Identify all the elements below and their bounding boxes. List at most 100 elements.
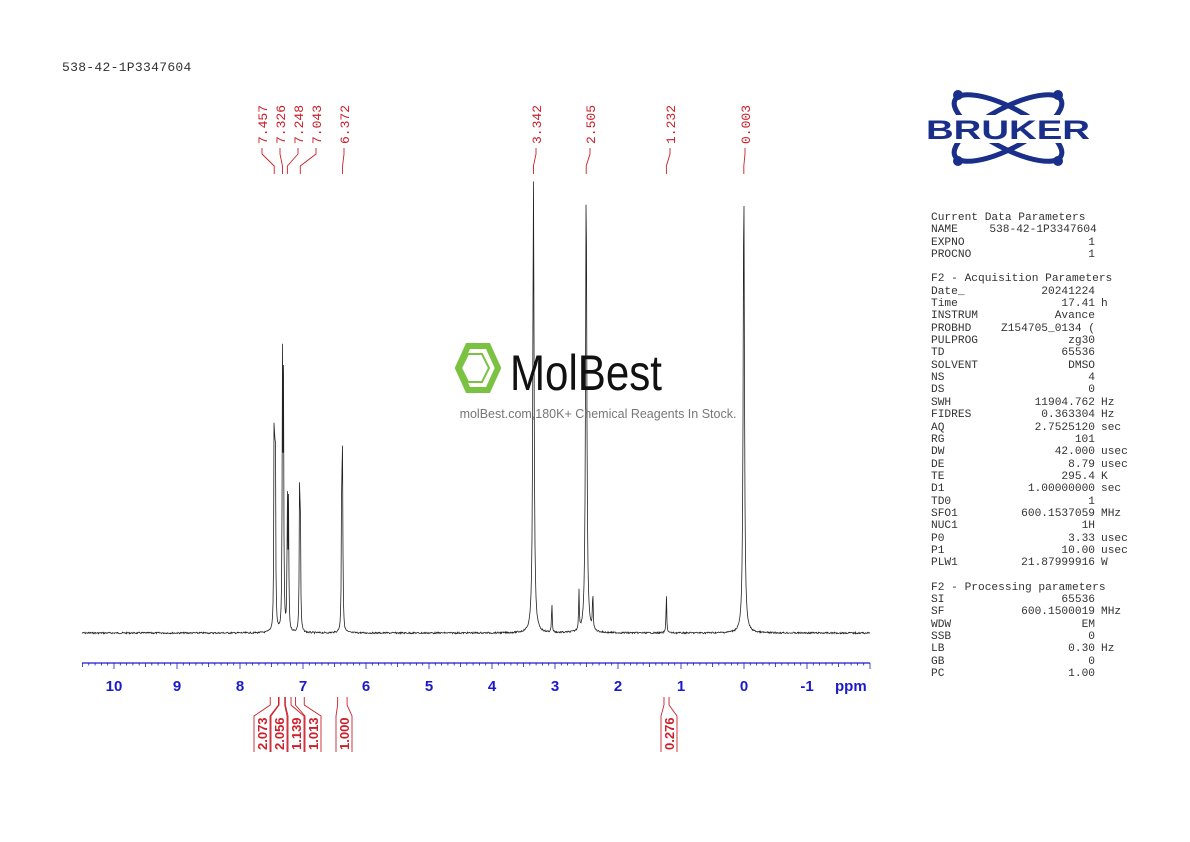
param-row: SSB 0 (931, 631, 1131, 643)
param-name: NUC1 (931, 520, 958, 533)
param-unit: Hz (1101, 396, 1115, 409)
peak-label: 7.248 (292, 105, 307, 144)
param-unit (1095, 594, 1131, 606)
param-row: DS 0 (931, 384, 1131, 396)
param-name: NAME (931, 224, 958, 237)
param-row: FIDRES 0.363304 Hz (931, 409, 1131, 421)
param-unit (1095, 619, 1131, 631)
x-tick-label: 10 (106, 678, 123, 695)
param-row: SF 600.1500019 MHz (931, 606, 1131, 618)
param-value: 0 (1088, 655, 1095, 668)
param-unit (1095, 668, 1131, 680)
param-value: 4 (1088, 372, 1095, 385)
param-value: 101 (1074, 433, 1095, 446)
param-unit: MHz (1101, 507, 1122, 520)
x-axis-label: ppm (835, 678, 867, 695)
integral-bracket (270, 697, 280, 752)
param-unit (1095, 286, 1131, 298)
param-section-header: Current Data Parameters (931, 212, 1086, 224)
param-name: PC (931, 668, 945, 681)
param-row: NUC1 1H (931, 520, 1131, 532)
integral-bracket (335, 697, 339, 752)
param-unit: usec (1101, 532, 1128, 545)
param-name: PLW1 (931, 557, 958, 570)
x-tick-label: 5 (425, 678, 433, 695)
param-name: Date_ (931, 285, 965, 298)
x-tick-label: 3 (551, 678, 559, 695)
param-row: TD0 1 (931, 496, 1131, 508)
param-name: INSTRUM (931, 310, 978, 323)
param-unit (1095, 323, 1131, 335)
param-unit (1095, 434, 1131, 446)
param-name: Time (931, 298, 958, 311)
param-name: GB (931, 655, 945, 668)
param-unit (1095, 310, 1131, 322)
param-value: 0.363304 (1041, 409, 1095, 422)
integral-bracket (346, 697, 353, 752)
peak-label: 7.326 (274, 105, 289, 144)
peak-label: 2.505 (584, 105, 599, 144)
param-value: 0 (1088, 631, 1095, 643)
param-section-header: F2 - Processing parameters (931, 581, 1106, 594)
parameter-table: Current Data Parameters NAME 538-42-1P3347… (931, 212, 1131, 680)
param-row: PROBHD Z154705_0134 ( (931, 323, 1131, 335)
param-unit (1095, 496, 1131, 508)
param-unit (1095, 384, 1131, 396)
param-row: AQ 2.7525120 sec (931, 422, 1131, 434)
peak-label: 7.043 (310, 105, 325, 144)
param-value: 1.00 (1068, 668, 1095, 681)
sample-title: 538-42-1P3347604 (62, 60, 192, 75)
x-tick-label: 7 (299, 678, 307, 695)
x-tick-label: 4 (488, 678, 497, 695)
param-row: D1 1.00000000 sec (931, 483, 1131, 495)
param-value: 10.00 (1061, 544, 1095, 557)
x-tick-label: -1 (800, 678, 813, 695)
integral-bracket (668, 697, 678, 752)
param-value: 0.30 (1068, 643, 1095, 656)
integral-bracket (253, 697, 271, 752)
param-value: DMSO (1068, 359, 1095, 372)
param-unit: MHz (1101, 606, 1122, 619)
param-name: D1 (931, 483, 945, 496)
param-value: 1.00000000 (1027, 483, 1095, 496)
peak-label: 3.342 (530, 105, 545, 144)
param-row: SWH 11904.762 Hz (931, 397, 1131, 409)
param-unit: W (1101, 557, 1108, 570)
param-unit (1095, 249, 1131, 261)
param-row: SOLVENT DMSO (931, 360, 1131, 372)
param-value: Z154705_0134 ( (1001, 322, 1095, 335)
brand-text: MolBest (510, 345, 662, 400)
param-value: Avance (1054, 310, 1095, 323)
integral-value: 2.056 (272, 717, 287, 750)
param-row: NS 4 (931, 372, 1131, 384)
param-unit (1095, 335, 1131, 347)
param-row: EXPNO 1 (931, 237, 1131, 249)
peak-label-leader (286, 148, 299, 174)
watermark-tagline: molBest.com,180K+ Chemical Reagents In S… (459, 407, 737, 421)
param-unit (1095, 656, 1131, 668)
peak-label-leader (743, 148, 746, 174)
param-name: SWH (931, 396, 952, 409)
param-section-header: F2 - Acquisition Parameters (931, 273, 1113, 286)
param-value: 600.1500019 (1021, 606, 1095, 619)
param-name: PULPROG (931, 335, 978, 348)
param-name: SI (931, 593, 945, 606)
param-unit: usec (1101, 458, 1128, 471)
param-row: PROCNO 1 (931, 249, 1131, 261)
integral-bracket (294, 697, 306, 752)
param-unit: h (1101, 298, 1108, 311)
param-unit (1095, 372, 1131, 384)
param-row: RG 101 (931, 434, 1131, 446)
param-name: PROBHD (931, 322, 972, 335)
param-name: DS (931, 384, 945, 397)
param-row: LB 0.30 Hz (931, 643, 1131, 655)
param-name: EXPNO (931, 236, 965, 249)
param-value: 65536 (1061, 593, 1095, 606)
peak-label-leader (342, 148, 345, 174)
param-value: 1H (1081, 520, 1095, 533)
param-unit (1095, 631, 1131, 643)
param-name: DW (931, 446, 945, 459)
param-value: 538-42-1P3347604 (989, 224, 1097, 237)
param-row: PULPROG zg30 (931, 335, 1131, 347)
param-name: SF (931, 606, 945, 619)
